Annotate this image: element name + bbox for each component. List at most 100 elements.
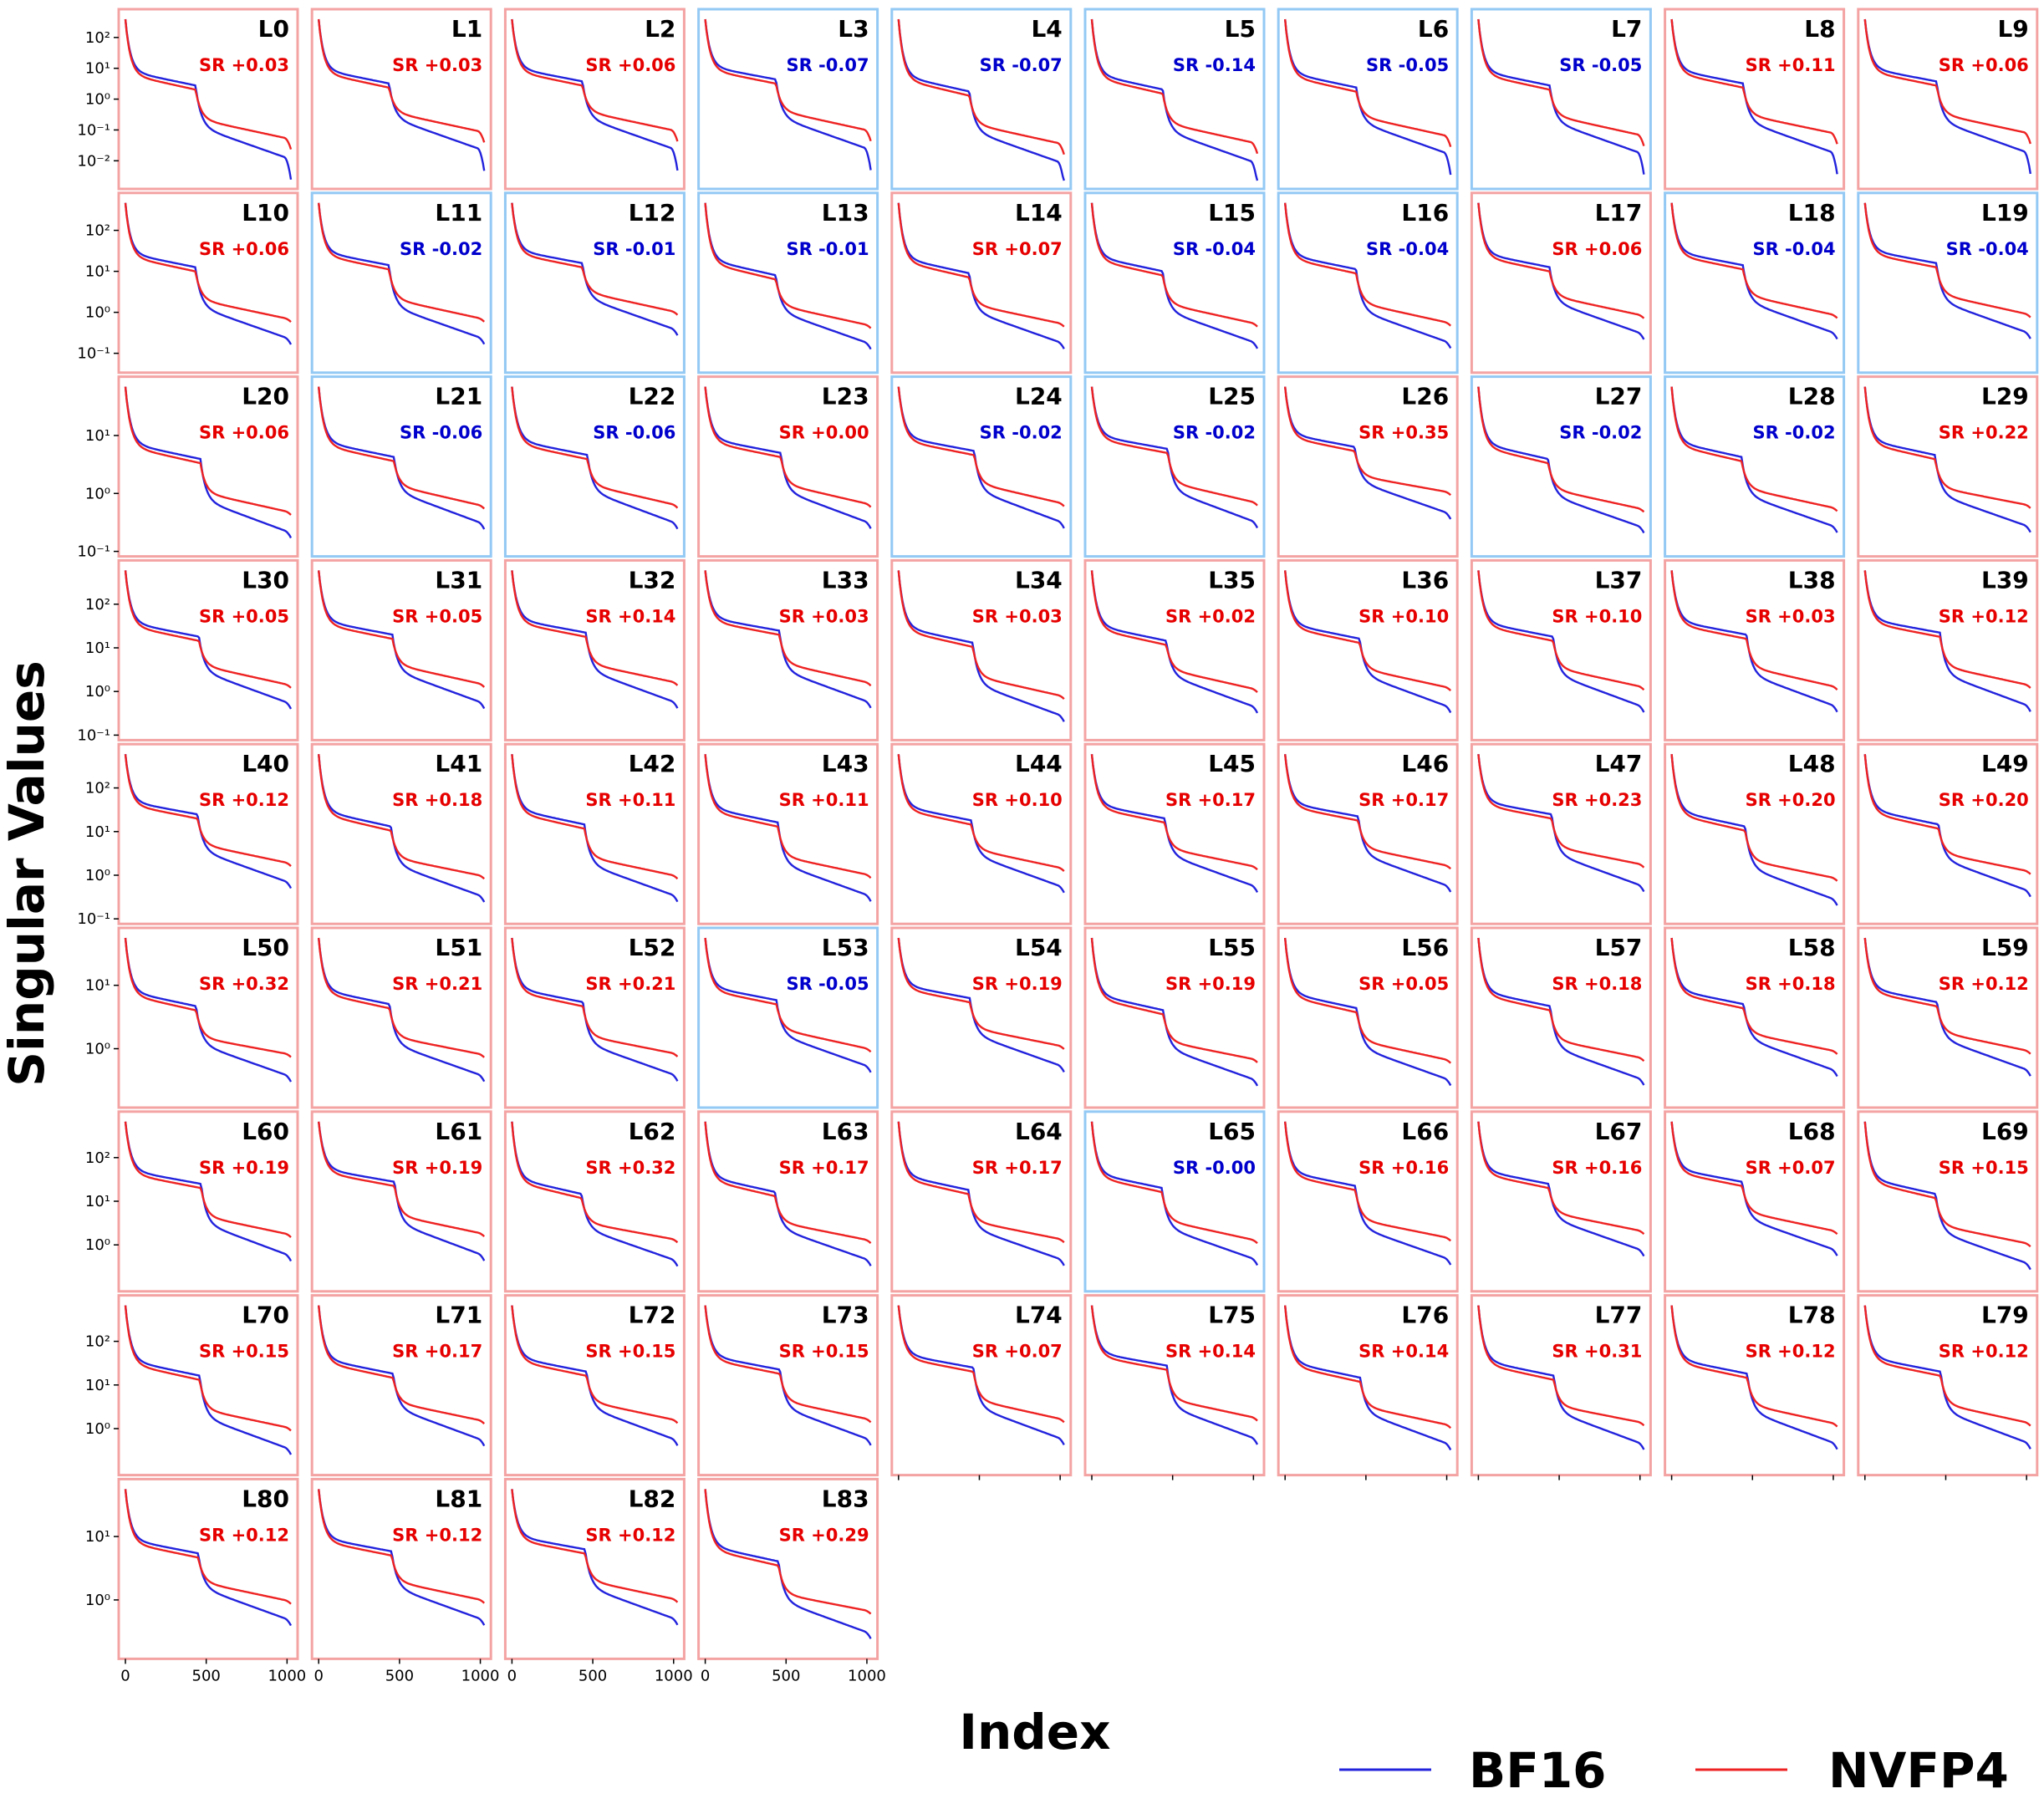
panel-title: L7 <box>1611 15 1642 43</box>
curve-nvfp4 <box>1670 18 1838 145</box>
sr-annotation: SR +0.07 <box>972 1342 1063 1362</box>
sr-annotation: SR +0.16 <box>1358 1158 1449 1178</box>
panel-frame <box>697 1110 879 1293</box>
panel-title: L23 <box>822 383 869 410</box>
curve-bf16 <box>897 1305 1065 1445</box>
curve-nvfp4 <box>1284 754 1452 870</box>
curve-bf16 <box>1284 1121 1452 1266</box>
panel-l38: L38 SR +0.03 <box>1664 558 1846 741</box>
panel-title: L52 <box>629 934 676 961</box>
y-tick-label: 10⁰ <box>85 1236 110 1254</box>
sr-annotation: SR -0.05 <box>1559 55 1642 75</box>
curve-nvfp4 <box>511 18 679 142</box>
curve-bf16 <box>1284 937 1452 1087</box>
panel-title: L55 <box>1208 934 1256 961</box>
panel-frame <box>697 926 879 1109</box>
curve-bf16 <box>511 1489 679 1626</box>
panel-frame <box>697 1477 879 1660</box>
panel-frame <box>1083 1110 1266 1293</box>
curve-bf16 <box>1863 386 2031 533</box>
panel-title: L4 <box>1031 15 1062 43</box>
panel-l44: L44 SR +0.10 <box>890 742 1073 925</box>
curve-bf16 <box>1863 754 2031 898</box>
curve-bf16 <box>897 202 1065 349</box>
panel-title: L58 <box>1788 934 1836 961</box>
sr-annotation: SR +0.17 <box>392 1342 482 1362</box>
panel-l9: L9 SR +0.06 <box>1857 8 2039 191</box>
y-axis-label: Singular Values <box>0 660 55 1086</box>
panel-title: L1 <box>451 15 482 43</box>
curve-bf16 <box>1863 1121 2031 1271</box>
curve-bf16 <box>704 18 872 171</box>
panel-title: L51 <box>435 934 482 961</box>
panel-frame <box>1470 558 1652 741</box>
panel-l7: L7 SR -0.05 <box>1470 8 1652 191</box>
panel-l22: L22 SR -0.06 <box>503 375 686 558</box>
panel-l1: L1 SR +0.03 <box>310 8 492 191</box>
sr-annotation: SR +0.17 <box>1358 790 1449 810</box>
sr-annotation: SR +0.12 <box>1746 1342 1836 1362</box>
panel-frame <box>1277 742 1459 925</box>
x-tick-label: 500 <box>385 1667 414 1684</box>
sr-annotation: SR +0.15 <box>1939 1158 2029 1178</box>
panel-frame <box>117 926 299 1109</box>
curve-bf16 <box>897 386 1065 529</box>
x-tick-label: 500 <box>192 1667 221 1684</box>
panel-l36: L36 SR +0.10 <box>1277 558 1459 741</box>
curve-bf16 <box>704 754 872 902</box>
panel-frame <box>1083 742 1266 925</box>
curve-bf16 <box>1090 18 1259 181</box>
sr-annotation: SR -0.07 <box>980 55 1063 75</box>
curve-nvfp4 <box>511 386 679 509</box>
panel-frame <box>1664 742 1846 925</box>
panel-frame <box>310 8 492 191</box>
y-tick-label: 10⁻¹ <box>77 543 110 561</box>
panel-l62: L62 SR +0.32 <box>503 1110 686 1293</box>
y-tick-label: 10² <box>85 222 110 240</box>
panel-frame <box>1857 558 2039 741</box>
panel-title: L60 <box>242 1118 289 1145</box>
curve-bf16 <box>511 1121 679 1267</box>
curve-bf16 <box>1477 386 1645 534</box>
panel-frame <box>503 1294 686 1477</box>
curve-nvfp4 <box>897 386 1065 507</box>
panel-frame <box>697 191 879 374</box>
panel-frame <box>117 8 299 191</box>
curve-bf16 <box>1670 937 1838 1078</box>
panel-frame <box>310 926 492 1109</box>
curve-bf16 <box>704 386 872 529</box>
panel-title: L74 <box>1015 1302 1063 1329</box>
panel-title: L56 <box>1401 934 1449 961</box>
curve-bf16 <box>1863 18 2031 175</box>
curve-nvfp4 <box>897 754 1065 872</box>
curve-nvfp4 <box>1863 1305 2031 1427</box>
panel-l15: L15 SR -0.04 <box>1083 191 1266 374</box>
curve-bf16 <box>897 754 1065 894</box>
panel-frame <box>1857 375 2039 558</box>
curve-bf16 <box>1090 754 1259 893</box>
curve-nvfp4 <box>511 1305 679 1424</box>
panel-frame <box>1470 191 1652 374</box>
panel-title: L34 <box>1015 566 1063 594</box>
panel-title: L48 <box>1788 750 1836 777</box>
sr-annotation: SR -0.02 <box>1752 423 1835 443</box>
panel-title: L73 <box>822 1302 869 1329</box>
panel-frame <box>890 926 1073 1109</box>
panel-title: L49 <box>1981 750 2029 777</box>
panel-l24: L24 SR -0.02 <box>890 375 1073 558</box>
sr-annotation: SR +0.18 <box>1552 974 1642 994</box>
panel-frame <box>1664 375 1846 558</box>
curve-nvfp4 <box>704 386 872 508</box>
curve-nvfp4 <box>1477 386 1645 513</box>
panel-l16: L16 SR -0.04 <box>1277 191 1459 374</box>
panel-frame <box>697 558 879 741</box>
panel-l27: L27 SR -0.02 <box>1470 375 1652 558</box>
panel-l40: L40 SR +0.12 10² 10¹ 10⁰ 10⁻¹ <box>77 742 299 928</box>
y-tick-label: 10² <box>85 780 110 797</box>
sr-annotation: SR +0.21 <box>392 974 482 994</box>
panel-l45: L45 SR +0.17 <box>1083 742 1266 925</box>
sr-annotation: SR +0.10 <box>1358 606 1449 626</box>
panel-frame <box>1083 191 1266 374</box>
curve-bf16 <box>1670 386 1838 533</box>
curve-nvfp4 <box>897 18 1065 155</box>
